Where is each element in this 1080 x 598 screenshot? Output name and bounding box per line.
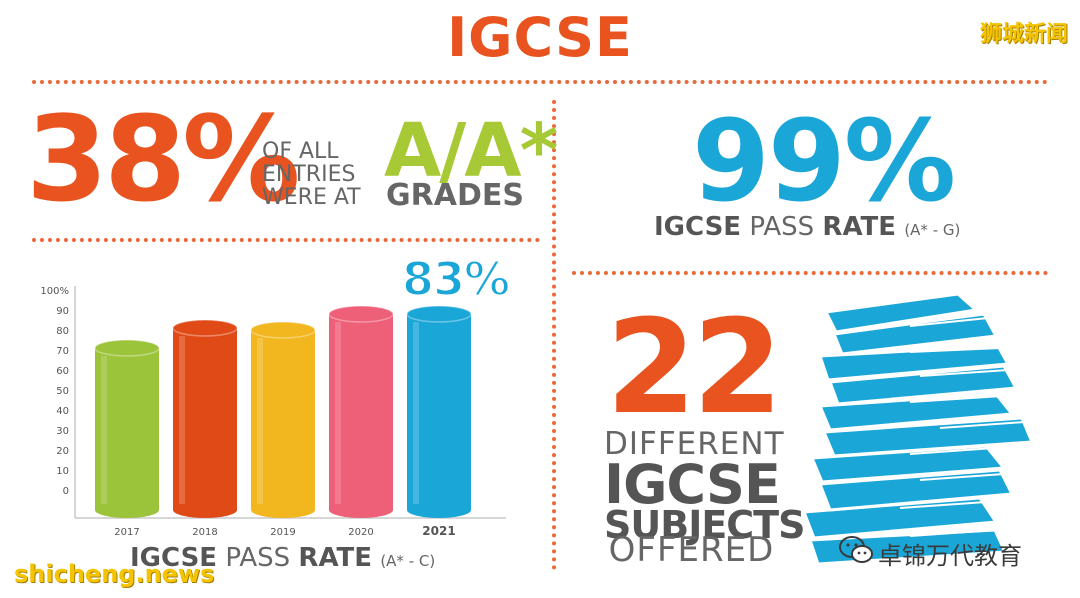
chart-caption: IGCSE PASS RATE (A* - C) <box>130 543 435 573</box>
y-tick-label: 20 <box>56 446 69 457</box>
divider-right-mid <box>572 271 1048 275</box>
chart-caption-light: PASS <box>225 543 291 573</box>
y-tick-label: 90 <box>56 306 69 317</box>
highlight-value-label: 83% <box>401 251 511 307</box>
subjects-line: DIFFERENT <box>604 426 785 462</box>
bar-base <box>251 502 315 518</box>
bar-base <box>95 502 159 518</box>
bar-highlight <box>335 322 341 504</box>
stat-pass-rate-g: 99% <box>692 97 956 227</box>
y-tick-label: 80 <box>56 326 69 337</box>
divider-vertical <box>552 100 556 570</box>
pass-rate-bar-chart: 100% 90 80 70 60 50 40 30 20 10 0 2017 2018 2019 2020 2… <box>40 286 506 538</box>
bar-top <box>328 305 394 323</box>
wechat-account-label: 卓锦万代教育 <box>878 542 1022 570</box>
y-tick-label: 0 <box>63 486 69 497</box>
bar-top <box>94 339 160 357</box>
bar-top <box>406 305 472 323</box>
chat-bubble-icon <box>839 536 873 563</box>
x-tick-label: 2020 <box>348 527 373 538</box>
grade-label: A/A* <box>384 108 558 194</box>
bar-base <box>407 502 471 518</box>
watermark-bottom: shicheng.news <box>14 560 215 588</box>
bar-highlight <box>101 356 107 504</box>
bar-top <box>172 319 238 337</box>
y-tick-label: 10 <box>56 466 69 477</box>
stat-subjects-count: 22 <box>606 291 783 443</box>
bar <box>95 348 159 510</box>
y-tick-label: 30 <box>56 426 69 437</box>
y-tick-label: 60 <box>56 366 69 377</box>
caption-bold: IGCSE <box>654 212 742 242</box>
chart-caption-bold2: RATE <box>298 543 373 573</box>
divider-left-mid <box>32 238 540 242</box>
bar-highlight <box>413 322 419 504</box>
bar <box>173 328 237 510</box>
bar <box>407 314 471 510</box>
bar <box>251 330 315 510</box>
caption-grade-range: (A* - G) <box>904 221 961 239</box>
stat-grades-text: OF ALL ENTRIES WERE AT <box>262 140 361 209</box>
caption-light: PASS <box>749 212 815 242</box>
y-tick-label: 40 <box>56 406 69 417</box>
stat-grades-line: WERE AT <box>262 185 361 210</box>
chart-caption-bold: IGCSE <box>130 543 218 573</box>
divider-top <box>32 80 1048 84</box>
bar-base <box>329 502 393 518</box>
page-title: IGCSE <box>447 6 633 69</box>
bar-highlight <box>257 338 263 504</box>
bar-top <box>250 321 316 339</box>
x-tick-label: 2018 <box>192 527 217 538</box>
pass-rate-g-caption: IGCSE PASS RATE (A* - G) <box>654 212 960 242</box>
x-tick-label: 2019 <box>270 527 295 538</box>
stat-grades-line: OF ALL <box>262 139 339 164</box>
y-tick-label: 50 <box>56 386 69 397</box>
book-stack-icon <box>802 292 1034 566</box>
x-tick-label: 2017 <box>114 527 139 538</box>
watermark-top: 狮城新闻 <box>979 22 1068 47</box>
y-tick-label: 70 <box>56 346 69 357</box>
subjects-line: IGCSE <box>604 453 781 516</box>
chart-caption-grade-range: (A* - C) <box>380 552 436 570</box>
caption-bold2: RATE <box>822 212 897 242</box>
subjects-line: SUBJECTS <box>604 503 805 547</box>
bar <box>329 314 393 510</box>
stat-percent-grades: 38% <box>26 90 300 228</box>
bar-highlight <box>179 336 185 504</box>
bar-base <box>173 502 237 518</box>
stat-grades-line: ENTRIES <box>262 162 356 187</box>
grades-word: GRADES <box>386 178 524 213</box>
subjects-line: OFFERED <box>608 530 775 570</box>
x-tick-label: 2021 <box>422 524 455 538</box>
y-tick-label: 100% <box>40 286 69 297</box>
